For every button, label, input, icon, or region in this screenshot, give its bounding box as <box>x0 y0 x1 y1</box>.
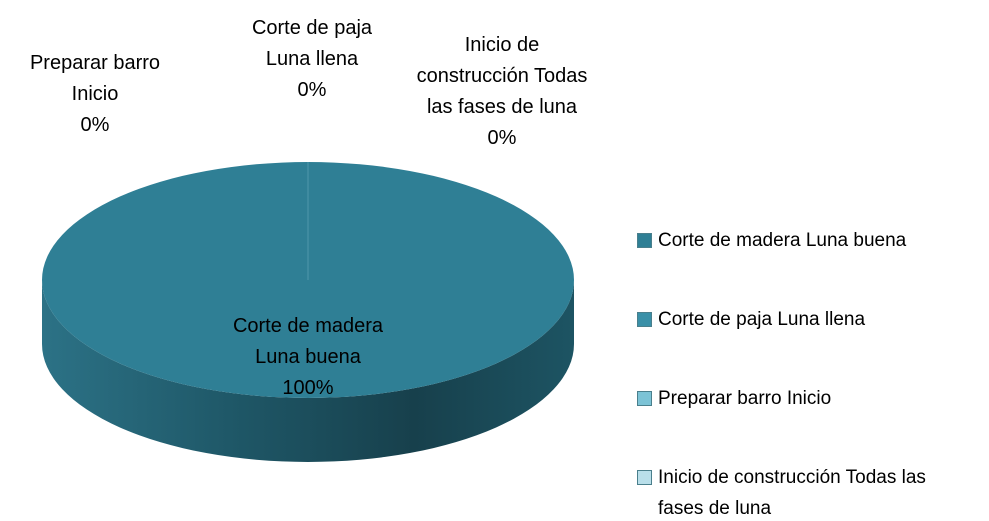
legend-label: Corte de madera Luna buena <box>658 230 907 251</box>
data-label: Corte de madera Luna buena 100% <box>208 311 408 404</box>
data-label-category: Corte de madera Luna buena <box>232 315 384 368</box>
legend-label: Corte de paja Luna llena <box>658 309 866 330</box>
data-label: Inicio de construcción Todas las fases d… <box>412 30 592 154</box>
data-label: Corte de paja Luna llena 0% <box>232 13 392 106</box>
legend-swatch <box>637 233 652 248</box>
legend-item: Inicio de construcción Todas las fases d… <box>637 462 968 521</box>
legend-label: Preparar barro Inicio <box>658 388 832 409</box>
data-label-value: 0% <box>297 79 327 101</box>
data-label-category: Inicio de construcción Todas las fases d… <box>416 34 588 118</box>
data-label: Preparar barro Inicio 0% <box>5 48 185 141</box>
legend-item: Corte de paja Luna llena <box>637 304 968 335</box>
data-label-value: 0% <box>487 127 517 149</box>
data-label-value: 0% <box>80 114 110 136</box>
pie-side <box>42 280 574 462</box>
legend-swatch <box>637 312 652 327</box>
legend-item: Preparar barro Inicio <box>637 383 968 414</box>
legend-item: Corte de madera Luna buena <box>637 225 968 256</box>
data-label-category: Corte de paja Luna llena <box>251 17 373 70</box>
data-label-category: Preparar barro Inicio <box>29 52 161 105</box>
data-label-value: 100% <box>282 377 334 399</box>
legend-label: Inicio de construcción Todas las fases d… <box>658 467 926 519</box>
legend-swatch <box>637 391 652 406</box>
legend-swatch <box>637 470 652 485</box>
